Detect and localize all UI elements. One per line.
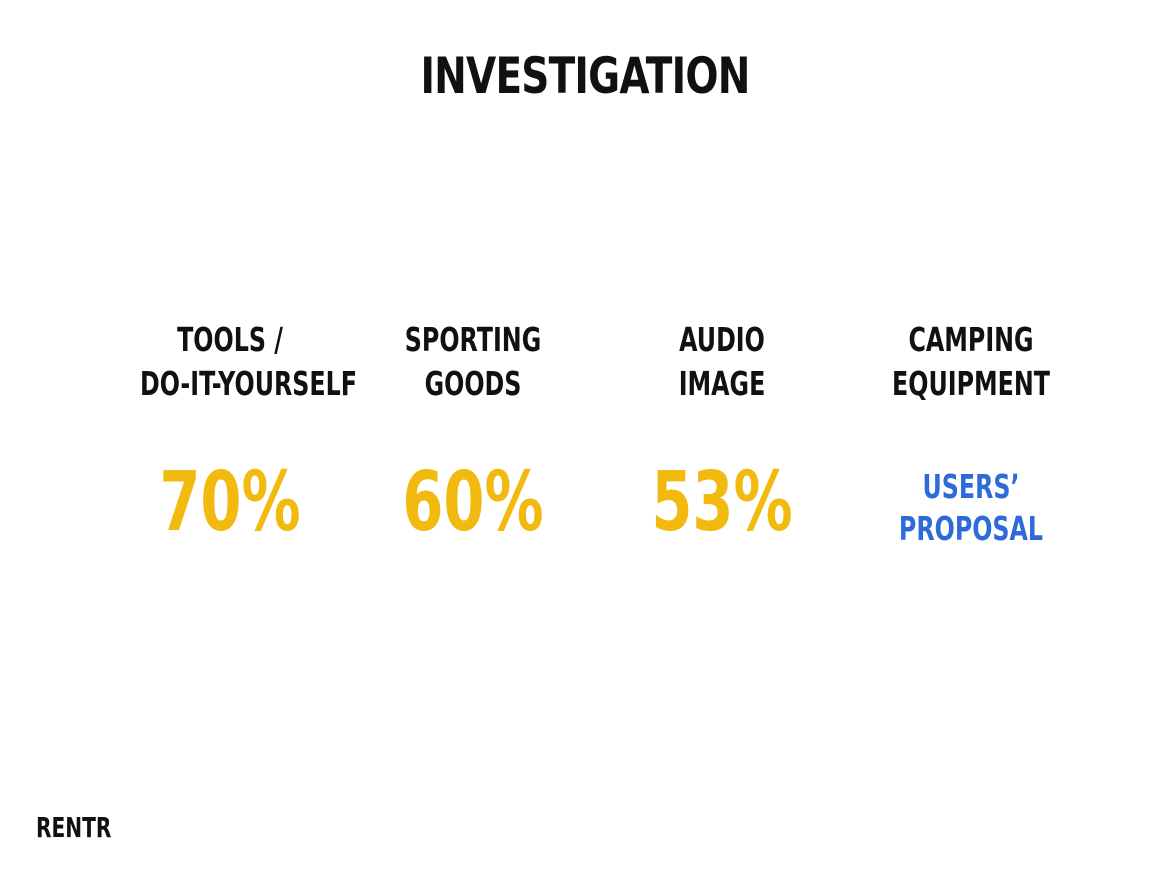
category-audio-image: AUDIO IMAGE 53% bbox=[597, 318, 847, 548]
category-label-line: GOODS bbox=[424, 364, 522, 403]
category-label: TOOLS / DO-IT-YOURSELF bbox=[140, 318, 358, 410]
category-label: SPORTING GOODS bbox=[383, 318, 563, 410]
category-label-line: EQUIPMENT bbox=[892, 364, 1050, 403]
category-percentage: 53% bbox=[651, 455, 793, 550]
category-percentage: 60% bbox=[402, 455, 544, 550]
category-label-line: DO-IT-YOURSELF bbox=[140, 364, 358, 403]
users-proposal-note: USERS’ PROPOSAL bbox=[881, 466, 1061, 550]
category-label-line: IMAGE bbox=[678, 364, 766, 403]
category-label-line: TOOLS / bbox=[177, 320, 283, 359]
category-sporting-goods: SPORTING GOODS 60% bbox=[348, 318, 598, 548]
category-tools: TOOLS / DO-IT-YOURSELF 70% bbox=[105, 318, 358, 550]
users-proposal-line: PROPOSAL bbox=[898, 509, 1044, 548]
category-percentage: 70% bbox=[159, 455, 301, 550]
category-label: CAMPING EQUIPMENT bbox=[881, 318, 1061, 410]
page-title: INVESTIGATION bbox=[420, 47, 750, 105]
category-label-line: CAMPING bbox=[908, 320, 1034, 359]
brand-logo-text: RENTR bbox=[36, 811, 112, 844]
category-label-line: AUDIO bbox=[679, 320, 765, 359]
category-label: AUDIO IMAGE bbox=[632, 318, 812, 410]
category-label-line: SPORTING bbox=[404, 320, 542, 359]
category-camping-equipment: CAMPING EQUIPMENT USERS’ PROPOSAL bbox=[846, 318, 1096, 550]
users-proposal-line: USERS’ bbox=[922, 467, 1020, 506]
